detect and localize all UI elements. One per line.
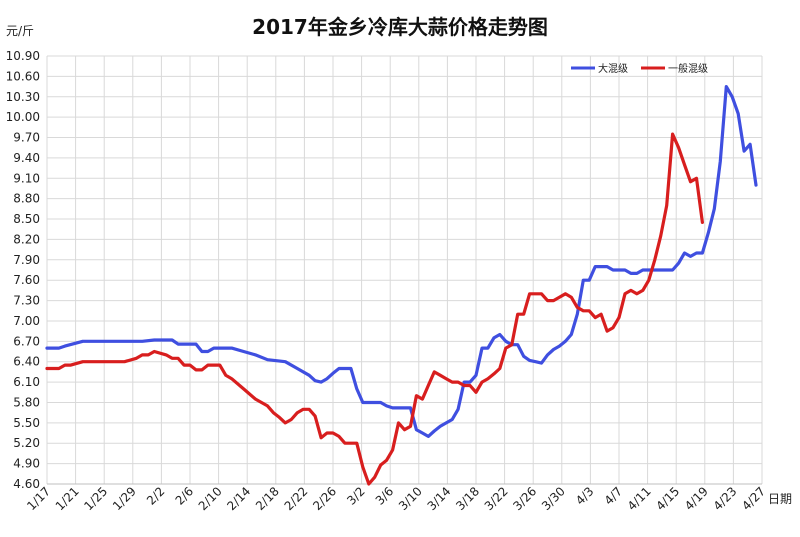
x-tick-label: 3/6 (373, 484, 397, 508)
y-tick-label: 5.20 (13, 436, 40, 450)
x-tick-label: 4/15 (653, 484, 682, 513)
y-tick-label: 6.70 (13, 334, 40, 348)
series-lines (45, 85, 758, 486)
y-tick-label: 4.90 (13, 457, 40, 471)
y-tick-label: 6.40 (13, 355, 40, 369)
x-axis-label: 日期 (768, 492, 792, 506)
y-tick-label: 9.10 (13, 171, 40, 185)
y-tick-label: 8.50 (13, 212, 40, 226)
x-tick-label: 3/18 (453, 484, 482, 513)
x-tick-label: 1/25 (81, 484, 110, 513)
legend: 大混级 一般混级 (571, 62, 708, 75)
y-tick-label: 5.80 (13, 395, 40, 409)
y-axis-ticks: 4.60 4.90 5.20 5.50 5.80 6.10 6.40 6.70 7.00 7.30… (6, 49, 40, 491)
x-tick-label: 3/26 (510, 484, 539, 513)
x-tick-label: 4/11 (625, 484, 654, 513)
y-tick-label: 8.20 (13, 232, 40, 246)
x-tick-label: 3/30 (539, 484, 568, 513)
y-tick-label: 10.30 (6, 90, 40, 104)
x-tick-label: 2/26 (310, 484, 339, 513)
x-tick-label: 2/10 (196, 484, 225, 513)
y-tick-label: 10.90 (6, 49, 40, 63)
x-tick-label: 3/10 (396, 484, 425, 513)
y-tick-label: 4.60 (13, 477, 40, 491)
y-tick-label: 9.40 (13, 151, 40, 165)
x-tick-label: 4/3 (573, 484, 597, 508)
x-tick-label: 2/18 (253, 484, 282, 513)
series-line-1 (45, 132, 704, 486)
x-tick-label: 4/27 (739, 484, 768, 513)
series-line-0 (45, 85, 758, 438)
x-tick-label: 2/22 (282, 484, 311, 513)
y-tick-label: 5.50 (13, 416, 40, 430)
x-axis-ticks: 1/17 1/21 1/25 1/29 2/2 2/6 2/10 2/14 2/18 2/22 2/… (24, 484, 768, 513)
x-tick-label: 3/22 (482, 484, 511, 513)
y-tick-label: 9.70 (13, 131, 40, 145)
y-axis-label: 元/斤 (6, 24, 34, 38)
x-tick-label: 4/19 (682, 484, 711, 513)
legend-label: 一般混级 (668, 62, 708, 75)
gridlines (46, 55, 763, 485)
x-tick-label: 4/7 (602, 484, 626, 508)
y-tick-label: 7.90 (13, 253, 40, 267)
x-tick-label: 2/6 (173, 484, 197, 508)
x-tick-label: 2/2 (144, 484, 168, 508)
y-tick-label: 7.30 (13, 294, 40, 308)
x-tick-label: 3/2 (344, 484, 368, 508)
y-tick-label: 8.80 (13, 192, 40, 206)
y-tick-label: 6.10 (13, 375, 40, 389)
chart-title: 2017年金乡冷库大蒜价格走势图 (252, 15, 548, 39)
y-tick-label: 7.00 (13, 314, 40, 328)
legend-label: 大混级 (598, 62, 628, 75)
x-tick-label: 4/23 (711, 484, 740, 513)
x-tick-label: 1/29 (110, 484, 139, 513)
y-tick-label: 10.60 (6, 69, 40, 83)
x-tick-label: 2/14 (224, 484, 253, 513)
x-tick-label: 1/21 (53, 484, 82, 513)
y-tick-label: 7.60 (13, 273, 40, 287)
y-tick-label: 10.00 (6, 110, 40, 124)
x-tick-label: 3/14 (425, 484, 454, 513)
